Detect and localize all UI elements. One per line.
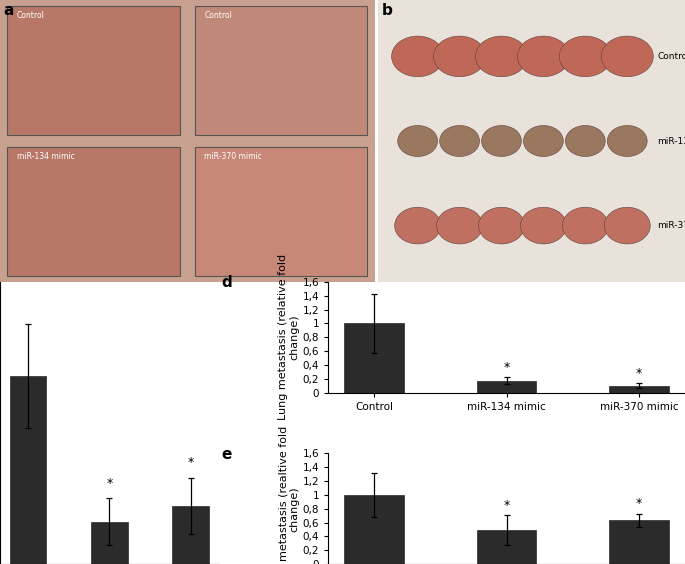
Ellipse shape	[562, 208, 608, 244]
Text: miR-134: miR-134	[658, 136, 685, 146]
Text: *: *	[188, 456, 194, 469]
Ellipse shape	[479, 208, 525, 244]
Text: *: *	[106, 477, 112, 490]
Ellipse shape	[440, 126, 480, 156]
Text: miR-134 mimic: miR-134 mimic	[17, 152, 75, 161]
Ellipse shape	[395, 208, 440, 244]
Bar	[10, 376, 47, 564]
Bar	[195, 6, 367, 135]
Text: Control: Control	[17, 11, 45, 20]
Ellipse shape	[517, 36, 569, 77]
Bar	[477, 381, 536, 393]
Text: a: a	[3, 3, 14, 18]
Y-axis label: Liver metastasis (realtive fold
change): Liver metastasis (realtive fold change)	[278, 426, 299, 564]
Ellipse shape	[434, 36, 486, 77]
Ellipse shape	[482, 126, 521, 156]
Ellipse shape	[559, 36, 612, 77]
Ellipse shape	[398, 126, 438, 156]
Ellipse shape	[604, 208, 650, 244]
Ellipse shape	[523, 126, 563, 156]
Bar	[477, 530, 536, 564]
Bar	[609, 386, 669, 393]
Text: d: d	[221, 275, 232, 290]
Ellipse shape	[601, 36, 653, 77]
Bar	[345, 495, 404, 564]
Ellipse shape	[608, 126, 647, 156]
Bar	[345, 324, 404, 393]
Text: b: b	[382, 3, 393, 18]
Text: miR-370: miR-370	[658, 221, 685, 230]
Bar	[8, 6, 180, 135]
Bar	[172, 506, 209, 564]
Ellipse shape	[565, 126, 606, 156]
Text: *: *	[636, 367, 642, 380]
Ellipse shape	[436, 208, 482, 244]
Ellipse shape	[392, 36, 444, 77]
Bar	[609, 521, 669, 564]
Bar	[91, 522, 127, 564]
Bar	[8, 147, 180, 276]
Text: *: *	[636, 497, 642, 510]
Text: miR-370 mimic: miR-370 mimic	[204, 152, 262, 161]
Ellipse shape	[521, 208, 566, 244]
Text: Control: Control	[204, 11, 232, 20]
Text: e: e	[221, 447, 232, 462]
Text: *: *	[503, 499, 510, 512]
Bar	[195, 147, 367, 276]
Ellipse shape	[475, 36, 527, 77]
Text: Control: Control	[658, 52, 685, 61]
Text: *: *	[503, 361, 510, 374]
Y-axis label: Lung metastasis (relative fold
change): Lung metastasis (relative fold change)	[278, 254, 299, 420]
